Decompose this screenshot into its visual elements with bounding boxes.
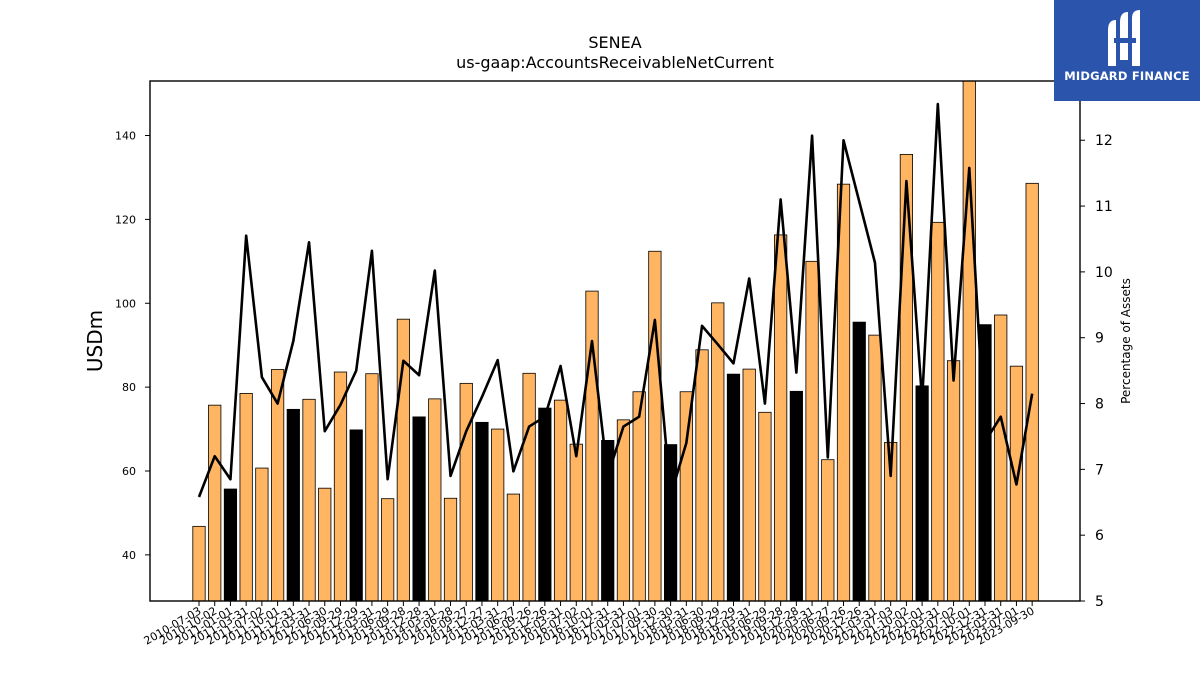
midgard-finance-logo: MIDGARD FINANCE xyxy=(1054,0,1200,101)
bar-2017-03-31 xyxy=(616,419,631,601)
logo-text: MIDGARD FINANCE xyxy=(1064,69,1190,83)
y-left-tick-label: 80 xyxy=(122,381,136,394)
y-left-tick-label: 60 xyxy=(122,465,136,478)
bar-2012-09-29 xyxy=(333,371,348,601)
midgard-logo-icon xyxy=(1108,10,1140,66)
bar-2012-12-29 xyxy=(349,429,363,601)
percent-of-assets-line xyxy=(197,102,1034,498)
y-right-tick-label: 12 xyxy=(1095,133,1113,149)
bar-2015-12-26 xyxy=(538,407,552,601)
bar-2016-10-01 xyxy=(585,290,599,601)
bar-2023-03-31 xyxy=(994,314,1008,601)
bar-2017-07-01 xyxy=(632,391,646,601)
bar-2019-03-31 xyxy=(742,368,756,601)
bar-2018-09-29 xyxy=(711,302,725,601)
bar-2013-03-31 xyxy=(365,373,379,601)
bar-2019-12-28 xyxy=(789,390,803,601)
y-right-tick-label: 9 xyxy=(1095,331,1104,347)
bar-2017-12-30 xyxy=(664,444,678,601)
percent-line-series xyxy=(197,102,1034,498)
bar-2020-03-31 xyxy=(805,260,819,601)
y-right-tick-label: 11 xyxy=(1095,199,1113,215)
axes xyxy=(149,80,1081,602)
y-left-tick-label: 40 xyxy=(122,549,136,562)
bar-2015-03-31 xyxy=(491,428,505,601)
bar-2018-03-31 xyxy=(679,391,693,601)
bar-2020-09-26 xyxy=(836,183,851,601)
bar-2016-12-31 xyxy=(601,439,615,601)
bar-2016-03-31 xyxy=(553,399,568,601)
y-right-tick-label: 6 xyxy=(1095,528,1104,544)
bar-2011-12-31 xyxy=(286,408,300,601)
bar-2022-07-02 xyxy=(946,360,961,601)
plot-frame xyxy=(149,80,1081,602)
bar-2019-09-28 xyxy=(774,234,788,601)
y-right-tick-label: 8 xyxy=(1095,397,1104,413)
bar-2011-01-01 xyxy=(223,488,238,601)
y-left-tick-label: 100 xyxy=(115,297,136,310)
bar-2020-12-26 xyxy=(852,321,866,601)
bar-2017-09-30 xyxy=(648,250,662,601)
chart-title: SENEA xyxy=(588,33,641,52)
y-right-tick-label: 7 xyxy=(1095,462,1104,478)
bar-2014-06-28 xyxy=(443,497,458,601)
bar-2011-07-02 xyxy=(255,467,269,601)
y-axis-right-label: Percentage of Assets xyxy=(1119,278,1133,404)
bar-2016-07-02 xyxy=(569,443,583,601)
y-axis-right-ticks: 5 6 7 8 9 10 11 12 xyxy=(1080,133,1113,610)
y-axis-left-ticks: 40 60 80 100 120 140 xyxy=(115,130,150,562)
bar-2021-07-03 xyxy=(884,442,898,601)
bar-2010-07-03 xyxy=(192,525,206,601)
bar-2022-01-01 xyxy=(915,385,929,601)
bar-2013-12-28 xyxy=(412,416,426,601)
bar-series xyxy=(192,81,1039,601)
bar-2012-06-30 xyxy=(318,487,332,601)
bar-2013-06-29 xyxy=(381,498,395,601)
bar-2014-12-27 xyxy=(475,421,489,601)
bar-2015-09-26 xyxy=(522,372,536,601)
bar-2014-03-31 xyxy=(428,398,442,601)
bar-2018-06-30 xyxy=(695,349,709,601)
bar-2022-03-31 xyxy=(931,221,945,601)
bar-2020-06-27 xyxy=(821,459,835,601)
x-axis-ticks: 2010-07-032010-10-022011-01-012011-03-31… xyxy=(142,601,1037,648)
bar-2021-03-31 xyxy=(868,334,882,601)
bar-2021-10-02 xyxy=(899,153,914,601)
y-left-tick-label: 140 xyxy=(115,130,136,143)
bar-2011-03-31 xyxy=(239,393,253,601)
bar-2010-10-02 xyxy=(208,404,222,601)
bar-2019-06-29 xyxy=(758,411,772,601)
bar-2015-06-27 xyxy=(506,493,521,601)
y-axis-left-label: USDm xyxy=(83,310,107,372)
y-left-tick-label: 120 xyxy=(115,213,136,226)
chart-subtitle: us-gaap:AccountsReceivableNetCurrent xyxy=(456,53,774,72)
bar-2023-09-30 xyxy=(1025,182,1039,601)
bar-2018-12-29 xyxy=(726,373,741,601)
y-right-tick-label: 10 xyxy=(1095,265,1113,281)
bar-2014-09-27 xyxy=(459,382,473,601)
bar-2022-10-01 xyxy=(962,81,976,601)
y-right-tick-label: 5 xyxy=(1095,594,1104,610)
bar-2012-03-31 xyxy=(302,398,316,601)
